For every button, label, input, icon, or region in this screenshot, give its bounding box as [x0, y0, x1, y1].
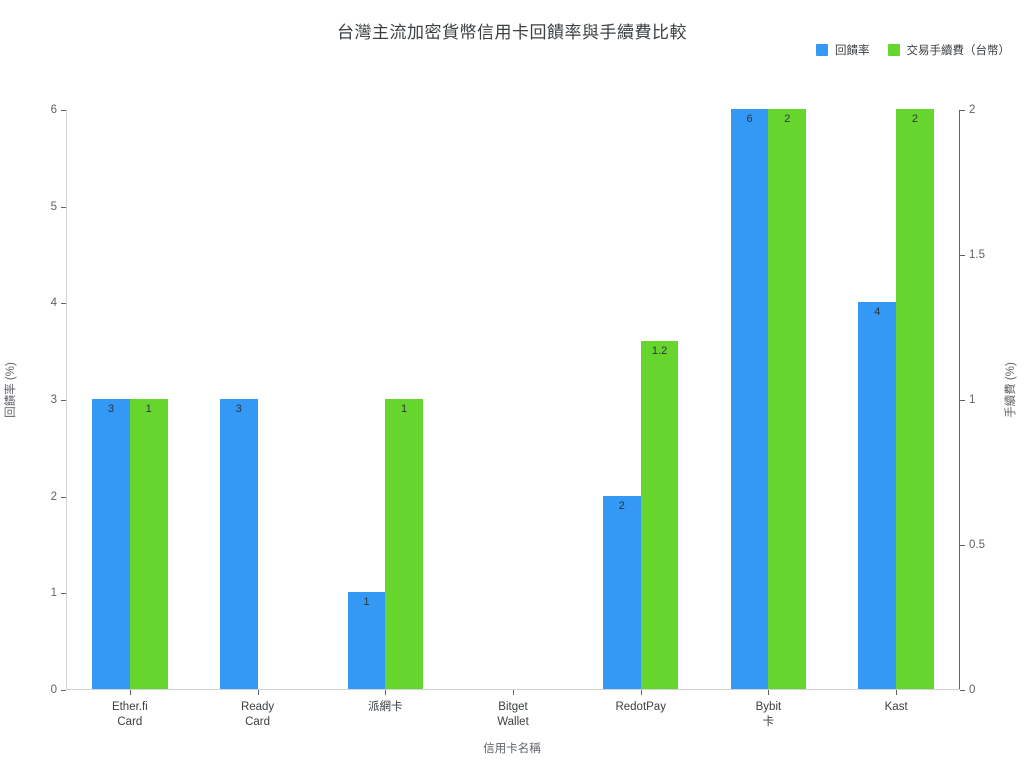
bar-value-label: 3: [235, 403, 242, 415]
x-axis-tickmark: [640, 690, 642, 695]
y-axis-left-tick-label: 5: [50, 200, 57, 213]
x-axis-tick-label: 派網卡: [368, 701, 403, 713]
bar-value-label: 1: [363, 596, 370, 609]
bar-value-label: 2: [784, 113, 791, 125]
y-axis-right-tickmark: [960, 690, 965, 691]
y-axis-left-tick-label: 0: [50, 684, 57, 696]
legend-item-0[interactable]: 回饋率: [816, 42, 870, 58]
x-axis-tickmark: [385, 690, 387, 695]
bar-value-label: 2: [911, 113, 919, 125]
y-axis-right-tickmark: [960, 110, 965, 111]
legend-swatch-icon-1: [887, 44, 900, 56]
bar-回饋率-Bybit-卡[interactable]: 6: [730, 109, 769, 689]
legend-label-1: 交易手續費（台幣）: [906, 45, 1011, 57]
y-axis-right-tick-label: 0.5: [969, 539, 985, 551]
y-axis-right-title: 手續費 (%): [1005, 362, 1017, 418]
bar-交易手續費（台幣）-Bybit-卡[interactable]: 2: [768, 109, 807, 689]
bar-value-label: 4: [874, 306, 881, 319]
legend-label-0: 回饋率: [835, 45, 870, 57]
bar-回饋率-Kast[interactable]: 4: [858, 302, 897, 689]
plot-area: 0 1 2 3 4 5 6 0 0.5 1 1.5 2 Ether.fi Card 3 1 Ready Car…: [51, 104, 985, 728]
y-axis-right-tickmark: [960, 400, 965, 401]
legend-swatch-icon-0: [816, 44, 828, 56]
y-axis-left-tickmark: [61, 303, 66, 305]
x-axis-tickmark: [257, 690, 259, 695]
x-axis-tick-label: Kast: [884, 701, 908, 713]
chart-legend: 回饋率 交易手續費（台幣）: [816, 42, 1010, 58]
x-axis-tickmark: [768, 690, 770, 695]
y-axis-left-tickmark: [61, 206, 66, 208]
y-axis-left-tick-label: 2: [50, 490, 57, 503]
y-axis-right-tickmark: [960, 255, 965, 256]
bar-交易手續費（台幣）-Kast[interactable]: 2: [896, 109, 934, 689]
y-axis-left-tickmark: [61, 110, 66, 111]
bar-value-label: 1: [145, 403, 152, 415]
bar-交易手續費（台幣）-RedotPay[interactable]: 1.2: [640, 341, 679, 689]
bar-value-label: 3: [107, 403, 115, 415]
x-axis-tick-label: RedotPay: [615, 701, 666, 713]
bar-回饋率-派網卡[interactable]: 1: [347, 592, 386, 689]
bar-value-label: 6: [746, 113, 753, 125]
y-axis-left-tickmark: [61, 400, 66, 401]
bar-value-label: 2: [618, 499, 625, 512]
x-axis-title: 信用卡名稱: [483, 743, 541, 755]
bar-回饋率-Ether.fi-Card[interactable]: 3: [92, 399, 130, 689]
x-axis-tickmark: [513, 690, 514, 695]
bar-value-label: 1.2: [651, 345, 668, 357]
x-axis-tickmark: [896, 690, 898, 695]
y-axis-right-tick-label: 1.5: [969, 249, 985, 261]
y-axis-left-tick-label: 1: [50, 587, 57, 600]
y-axis-left-tickmark: [61, 690, 66, 691]
x-axis-tick-label: Ether.fi Card: [111, 701, 148, 728]
y-axis-left-tickmark: [61, 496, 66, 498]
y-axis-left-tick-label: 3: [50, 394, 57, 406]
y-axis-left-tick-label: 4: [50, 297, 57, 310]
x-axis-line: [66, 689, 960, 690]
x-axis-tick-label: Bybit 卡: [755, 701, 782, 728]
y-axis-right-tick-label: 0: [969, 684, 976, 696]
y-axis-left-line: [66, 110, 67, 690]
y-axis-left-title: 回饋率 (%): [5, 362, 17, 418]
y-axis-right-tick-label: 2: [969, 104, 976, 116]
y-axis-right-tickmark: [960, 545, 965, 546]
bar-回饋率-Ready-Card[interactable]: 3: [219, 399, 258, 689]
y-axis-left-tick-label: 6: [50, 104, 57, 116]
bar-value-label: 1: [401, 403, 408, 415]
chart-title: 台灣主流加密貨幣信用卡回饋率與手續費比較: [337, 23, 687, 42]
x-axis-tick-label: Bitget Wallet: [497, 701, 529, 728]
x-axis-tick-label: Ready Card: [240, 701, 275, 728]
y-axis-right-line: [959, 110, 960, 690]
legend-item-1[interactable]: 交易手續費（台幣）: [887, 42, 1011, 58]
bar-交易手續費（台幣）-派網卡[interactable]: 1: [385, 399, 423, 689]
bar-回饋率-RedotPay[interactable]: 2: [603, 495, 641, 689]
y-axis-right-tick-label: 1: [969, 394, 976, 406]
y-axis-left-tickmark: [61, 593, 66, 595]
bar-交易手續費（台幣）-Ether.fi-Card[interactable]: 1: [129, 399, 168, 689]
x-axis-tickmark: [129, 690, 131, 695]
